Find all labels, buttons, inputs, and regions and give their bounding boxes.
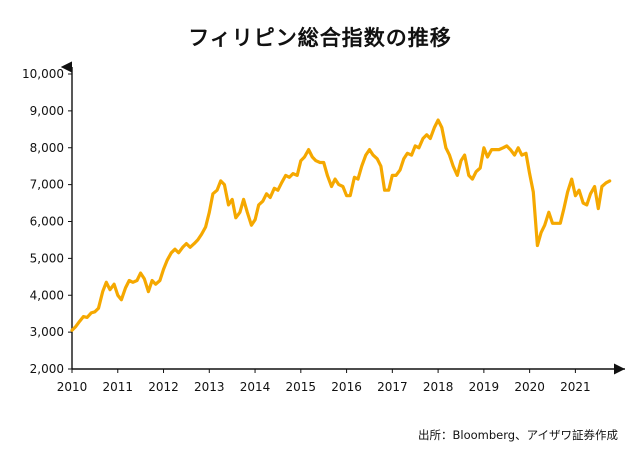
y-tick-label: 7,000	[30, 178, 64, 192]
x-tick-label: 2014	[240, 380, 271, 394]
y-tick-label: 9,000	[30, 104, 64, 118]
x-tick-label: 2015	[286, 380, 317, 394]
x-tick-label: 2010	[57, 380, 88, 394]
x-tick-label: 2011	[102, 380, 133, 394]
series-line-psei	[70, 118, 612, 332]
y-tick-label: 3,000	[30, 325, 64, 339]
x-tick-label: 2018	[423, 380, 454, 394]
y-tick-label: 4,000	[30, 288, 64, 302]
y-tick-label: 2,000	[30, 362, 64, 376]
chart-title: フィリピン総合指数の推移	[188, 26, 452, 50]
x-tick-label: 2013	[194, 380, 225, 394]
y-tick-label: 10,000	[22, 67, 64, 81]
y-tick-label: 8,000	[30, 141, 64, 155]
x-tick-label: 2020	[514, 380, 545, 394]
x-tick-label: 2021	[560, 380, 591, 394]
y-tick-label: 6,000	[30, 215, 64, 229]
x-tick-label: 2017	[377, 380, 408, 394]
series-group	[70, 118, 612, 332]
y-tick-label: 5,000	[30, 251, 64, 265]
x-tick-label: 2012	[148, 380, 179, 394]
x-tick-label: 2019	[469, 380, 500, 394]
x-axis-ticks: 2010 2011 2012 2013 2014 2015 2016 2017 2018 2019…	[57, 369, 591, 394]
y-axis-ticks: 2,000 3,000 4,000 5,000 6,000 7,000 8,000 9,000…	[22, 67, 72, 376]
axes	[60, 61, 625, 375]
x-tick-label: 2016	[331, 380, 362, 394]
source-note: 出所：Bloomberg、アイザワ証券作成	[418, 428, 618, 442]
